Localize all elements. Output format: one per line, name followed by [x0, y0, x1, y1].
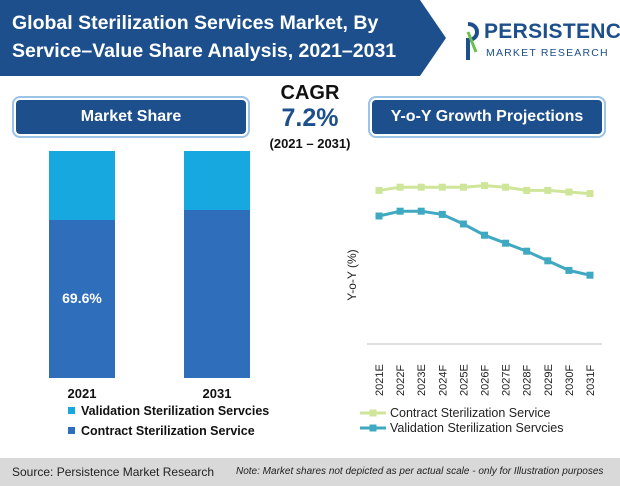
y-axis-label: Y-o-Y (%)	[345, 249, 359, 300]
series-point	[438, 183, 446, 191]
bar-category-label: 2021	[67, 386, 97, 401]
bar-value-label: 69.6%	[62, 290, 102, 306]
bar-segment	[184, 210, 250, 378]
persistence-logo: PERSISTENCE MARKET RESEARCH	[462, 4, 620, 74]
series-point	[481, 231, 488, 239]
series-line	[378, 209, 591, 277]
logo-mark-icon	[466, 22, 479, 60]
legend-label: Contract Sterilization Service	[81, 424, 255, 438]
logo-name: PERSISTENCE	[484, 20, 620, 43]
x-tick-label: 2022F	[395, 365, 407, 396]
logo-subtitle: MARKET RESEARCH	[486, 47, 609, 59]
legend-label: Validation Sterilization Servcies	[81, 404, 270, 418]
series-point	[396, 183, 404, 191]
series-point	[481, 182, 488, 190]
x-tick-label: 2029E	[543, 364, 555, 396]
cagr-range: (2021 – 2031)	[269, 136, 351, 151]
bar-category-label: 2031	[202, 386, 232, 401]
page-title: Global Sterilization Services Market, By…	[12, 12, 397, 62]
x-tick-label: 2027E	[501, 364, 513, 396]
series-point	[523, 186, 531, 194]
series-point	[375, 212, 383, 220]
series-point	[459, 220, 467, 228]
series-point	[586, 190, 594, 198]
x-tick-label: 2028F	[522, 365, 534, 396]
source-text: Source: Persistence Market Research	[12, 465, 215, 479]
x-tick-label: 2024F	[437, 365, 449, 396]
series-point	[565, 266, 573, 274]
footer: Source: Persistence Market Research Note…	[0, 458, 620, 486]
legend-marker	[369, 409, 377, 417]
cagr-label: CAGR	[280, 82, 340, 104]
bar-segment	[184, 151, 250, 211]
series-point	[502, 183, 510, 191]
series-point	[544, 257, 552, 265]
legend-item-validation: Validation Sterilization Servcies	[68, 404, 269, 418]
x-tick-label: 2030F	[564, 365, 576, 396]
series-point	[438, 210, 446, 218]
legend-marker	[369, 424, 377, 432]
series-point	[502, 239, 510, 247]
series-point	[375, 186, 383, 194]
series-point	[586, 271, 594, 279]
legend-swatch	[68, 407, 75, 414]
legend-swatch	[68, 427, 75, 434]
disclaimer-note: Note: Market shares not depicted as per …	[236, 466, 604, 477]
series-point	[565, 188, 573, 196]
x-tick-label: 2023E	[416, 364, 428, 396]
legend-label: Contract Sterilization Service	[390, 406, 551, 420]
x-tick-label: 2025E	[458, 364, 470, 396]
x-tick-label: 2031F	[585, 365, 597, 396]
bar-segment	[49, 151, 115, 220]
series-point	[417, 207, 425, 215]
legend-label: Validation Sterilization Servcies	[390, 421, 563, 435]
series-point	[396, 207, 404, 215]
cagr-value: 7.2%	[281, 104, 339, 132]
bar-segment	[49, 220, 115, 378]
title-banner: Global Sterilization Services Market, By…	[0, 0, 446, 76]
x-tick-label: 2026F	[480, 365, 492, 396]
market-share-heading: Market Share	[16, 100, 246, 134]
growth-heading: Y-o-Y Growth Projections	[372, 100, 602, 134]
legend-item-contract: Contract Sterilization Service	[68, 424, 255, 438]
series-point	[459, 183, 467, 191]
series-point	[417, 183, 425, 191]
series-point	[544, 186, 552, 194]
x-tick-label: 2021E	[374, 364, 386, 396]
series-point	[523, 247, 531, 255]
